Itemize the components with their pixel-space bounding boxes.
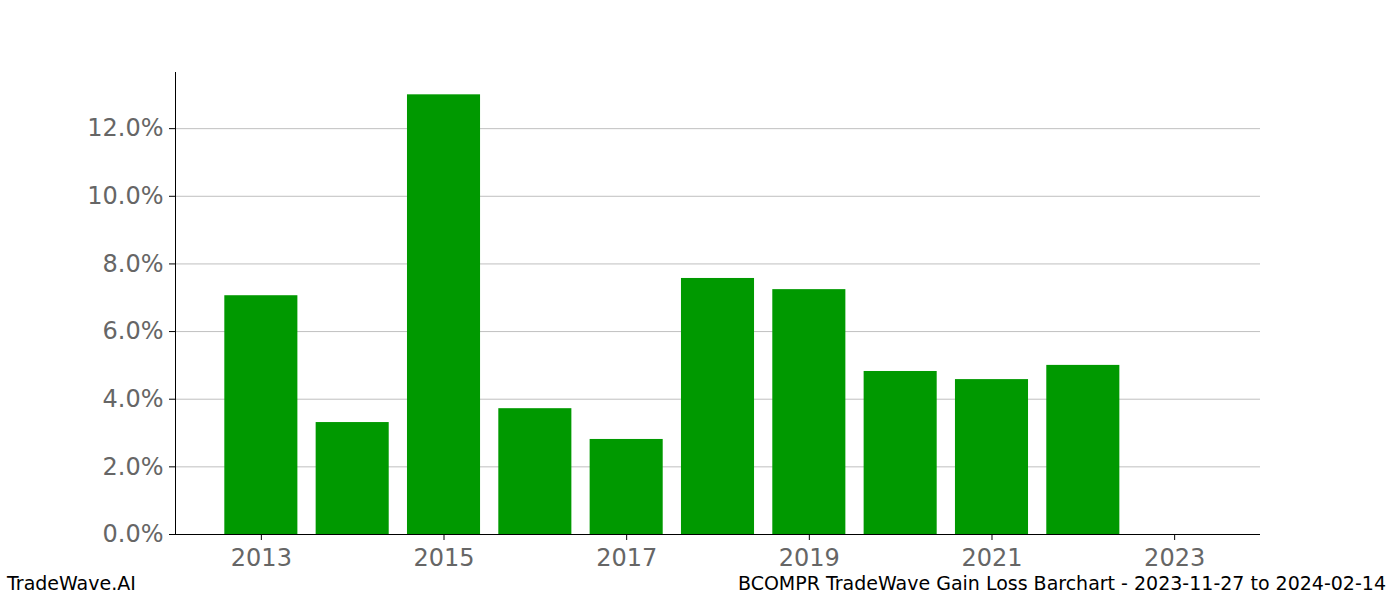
html-text:TradeWave.AI: TradeWave.AI — [7, 572, 136, 594]
svg-text:2015: 2015 — [413, 544, 474, 566]
svg-text:4.0%: 4.0% — [103, 385, 164, 413]
svg-text:2021: 2021 — [961, 544, 1022, 566]
svg-text:2019: 2019 — [779, 544, 840, 566]
svg-text:2023: 2023 — [1144, 544, 1205, 566]
html-text:BCOMPR TradeWave Gain Loss Bar: BCOMPR TradeWave Gain Loss Barchart - 20… — [737, 572, 1386, 594]
svg-text:2.0%: 2.0% — [103, 453, 164, 481]
svg-text:12.0%: 12.0% — [87, 114, 163, 142]
svg-text:6.0%: 6.0% — [103, 317, 164, 345]
svg-text:0.0%: 0.0% — [103, 520, 164, 548]
svg-text:2017: 2017 — [596, 544, 657, 566]
svg-text:2013: 2013 — [231, 544, 292, 566]
svg-text:10.0%: 10.0% — [87, 182, 163, 210]
svg-text:8.0%: 8.0% — [103, 250, 164, 278]
